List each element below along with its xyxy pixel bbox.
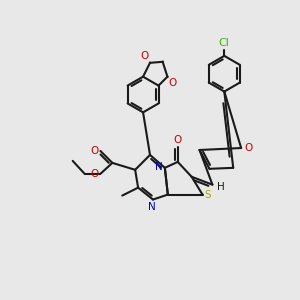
Text: O: O — [141, 51, 149, 61]
Text: O: O — [244, 143, 252, 153]
Text: S: S — [205, 190, 211, 200]
Text: O: O — [90, 169, 98, 179]
Text: N: N — [148, 202, 156, 212]
Text: O: O — [90, 146, 98, 156]
Text: O: O — [168, 78, 177, 88]
Text: N: N — [155, 162, 163, 172]
Text: H: H — [218, 182, 225, 192]
Text: Cl: Cl — [219, 38, 230, 48]
Text: O: O — [174, 135, 182, 145]
